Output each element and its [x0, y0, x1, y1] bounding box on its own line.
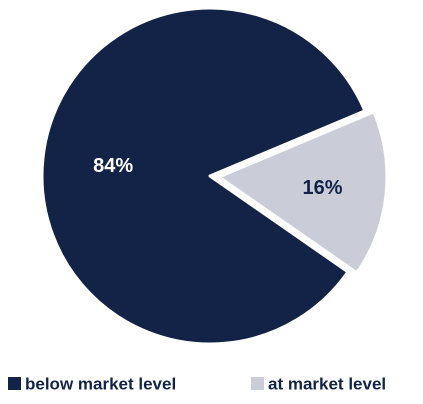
legend-label-at-market-level: at market level: [268, 375, 386, 394]
data-label-below-market-level: 84%: [93, 155, 133, 177]
legend-label-below-market-level: below market level: [25, 375, 176, 394]
legend: below market level at market level: [8, 375, 386, 394]
pie-slice-below-market-level: [40, 6, 367, 346]
legend-swatch-at-market-level: [251, 377, 264, 390]
pie-slices: [40, 6, 389, 346]
pie-data-labels: 84% 16%: [93, 155, 343, 199]
legend-swatch-below-market-level: [8, 377, 21, 390]
pie-slice-at-market-level: [217, 110, 389, 275]
data-label-at-market-level: 16%: [303, 177, 343, 199]
